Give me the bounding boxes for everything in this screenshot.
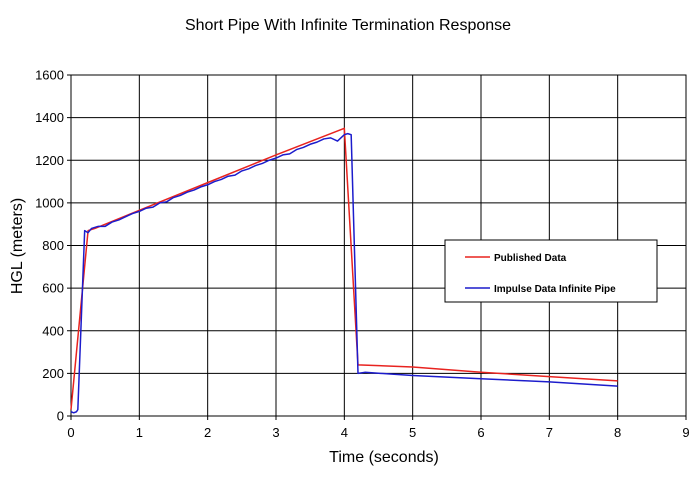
x-tick-label-7: 7 [546, 425, 553, 440]
x-tick-label-8: 8 [614, 425, 621, 440]
x-tick-label-0: 0 [67, 425, 74, 440]
x-axis-label: Time (seconds) [329, 449, 439, 466]
x-tick-label-4: 4 [341, 425, 348, 440]
y-tick-label-6: 1200 [35, 153, 64, 168]
x-tick-labels: 0 1 2 3 4 5 6 7 8 9 [67, 416, 690, 440]
y-tick-label-3: 600 [42, 281, 64, 296]
y-tick-label-1: 200 [42, 366, 64, 381]
y-tick-label-5: 1000 [35, 195, 64, 210]
series-group [70, 127, 618, 414]
legend-box [444, 239, 658, 303]
y-tick-label-0: 0 [57, 409, 64, 424]
y-tick-label-2: 400 [42, 323, 64, 338]
y-tick-labels: 0 200 400 600 800 1000 1200 1400 1600 [35, 68, 71, 424]
chart-title: Short Pipe With Infinite Termination Res… [185, 17, 511, 34]
series-line-0 [70, 127, 618, 410]
x-tick-label-2: 2 [204, 425, 211, 440]
x-tick-label-9: 9 [682, 425, 689, 440]
y-tick-label-8: 1600 [35, 68, 64, 83]
legend: Published Data Impulse Data Infinite Pip… [444, 239, 658, 303]
y-tick-label-4: 800 [42, 238, 64, 253]
x-tick-label-5: 5 [409, 425, 416, 440]
legend-label-impulse: Impulse Data Infinite Pipe [494, 284, 616, 295]
x-tick-label-1: 1 [136, 425, 143, 440]
x-tick-label-6: 6 [477, 425, 484, 440]
y-axis-label: HGL (meters) [9, 198, 26, 294]
x-tick-label-3: 3 [272, 425, 279, 440]
series-line-1 [70, 132, 618, 414]
legend-label-published: Published Data [494, 253, 567, 264]
y-tick-label-7: 1400 [35, 110, 64, 125]
